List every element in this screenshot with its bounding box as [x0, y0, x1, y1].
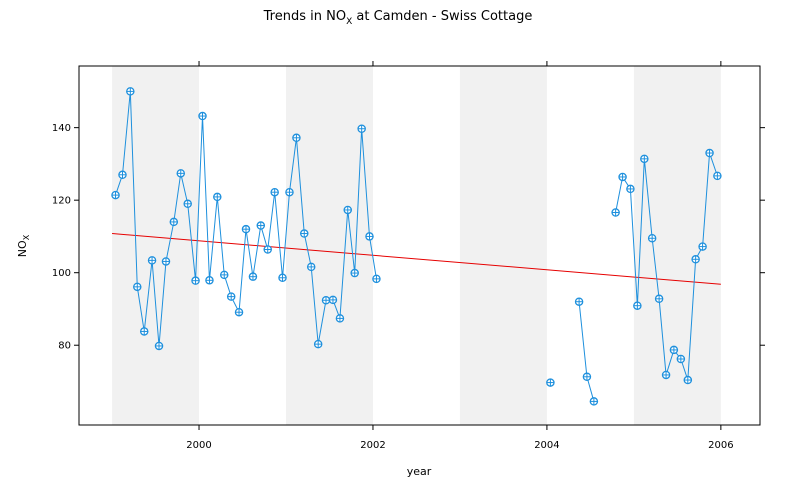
data-point	[278, 273, 287, 283]
data-point	[183, 199, 192, 209]
data-point	[126, 87, 135, 96]
year-band-3	[633, 66, 721, 425]
data-point	[350, 268, 359, 278]
data-point	[219, 270, 229, 280]
data-point	[154, 341, 164, 351]
data-point	[147, 256, 157, 265]
data-point	[654, 294, 664, 304]
data-point	[633, 301, 642, 310]
data-point	[705, 148, 714, 158]
data-point	[698, 242, 707, 251]
data-point	[256, 221, 266, 230]
year-band-1	[285, 66, 373, 425]
data-point	[118, 170, 127, 180]
data-point	[582, 372, 592, 382]
x-tick-label: 2002	[360, 440, 385, 451]
data-point	[626, 184, 635, 194]
axis-ticks: 2000 2002 2004 2006 80 100 120 140	[52, 61, 765, 451]
data-point	[713, 171, 722, 181]
trend-line	[112, 233, 721, 285]
shaded-year-bands	[112, 66, 721, 425]
data-point	[611, 208, 620, 217]
data-point	[169, 217, 179, 227]
y-tick-label: 100	[52, 268, 71, 279]
data-point	[248, 272, 258, 281]
data-point	[313, 339, 323, 349]
data-point	[234, 307, 244, 317]
data-point	[263, 245, 272, 254]
data-point	[640, 154, 649, 164]
data-point	[661, 370, 671, 380]
year-band-2	[459, 66, 547, 425]
data-point	[546, 378, 555, 387]
data-point	[198, 111, 207, 121]
data-point	[365, 232, 374, 241]
y-tick-label: 80	[58, 341, 71, 352]
data-point	[270, 187, 279, 197]
data-point	[241, 224, 251, 234]
series-group	[111, 87, 722, 406]
plot-frame	[78, 65, 761, 426]
x-tick-label: 2000	[186, 440, 211, 451]
data-point	[669, 345, 679, 355]
data-point	[205, 276, 214, 285]
data-point	[357, 124, 366, 133]
data-point	[321, 296, 331, 305]
data-point	[589, 397, 599, 406]
data-point	[213, 192, 222, 202]
data-point	[574, 297, 584, 306]
data-point	[343, 205, 352, 215]
data-point	[133, 282, 142, 292]
data-point	[139, 327, 149, 336]
data-point	[647, 233, 657, 243]
series-line-segment-2	[578, 301, 595, 402]
data-point	[306, 262, 316, 272]
trend-line-group	[112, 233, 721, 285]
data-point	[226, 292, 236, 301]
data-point	[161, 257, 171, 266]
x-axis-label: year	[407, 465, 432, 478]
y-tick-label: 120	[52, 196, 71, 207]
data-point	[285, 187, 294, 197]
data-point	[300, 229, 309, 238]
data-point	[372, 274, 381, 284]
data-point	[683, 375, 693, 385]
data-point	[676, 354, 686, 364]
x-tick-label: 2004	[534, 440, 559, 451]
year-band-0	[112, 66, 200, 425]
data-point	[191, 276, 200, 285]
data-point	[176, 169, 186, 178]
data-point	[111, 190, 120, 200]
data-point	[292, 133, 301, 143]
data-point	[335, 314, 345, 323]
data-point	[328, 295, 338, 305]
x-tick-label: 2006	[708, 440, 733, 451]
data-point	[691, 255, 700, 264]
y-axis-label: NOX	[16, 234, 31, 257]
data-point	[618, 172, 627, 182]
y-tick-label: 140	[52, 123, 71, 134]
chart-title: Trends in NOX at Camden - Swiss Cottage	[263, 9, 533, 27]
